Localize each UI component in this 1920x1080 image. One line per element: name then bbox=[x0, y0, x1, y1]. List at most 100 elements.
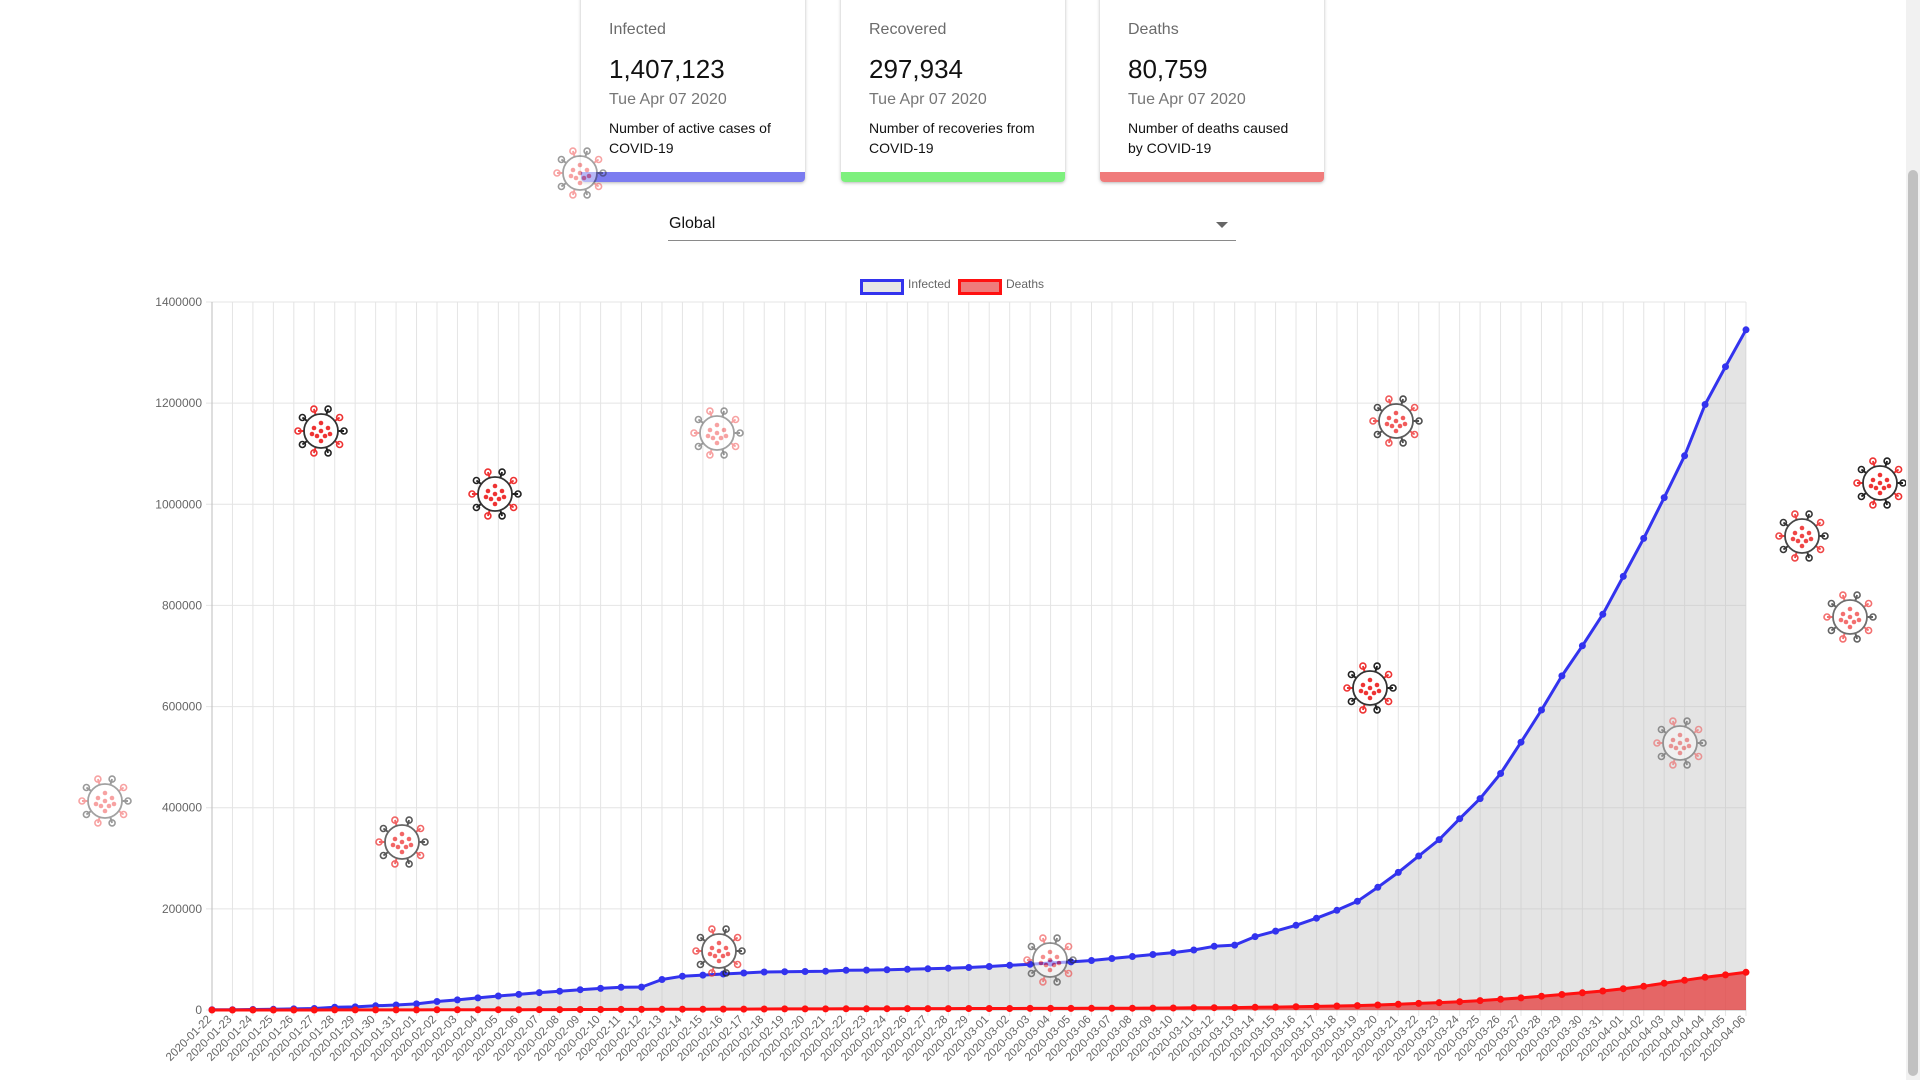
infected-data-point bbox=[842, 966, 850, 974]
deaths-data-point bbox=[310, 1006, 318, 1014]
virus-icon bbox=[552, 145, 608, 201]
y-tick-label: 400000 bbox=[162, 801, 202, 815]
card-title: Deaths bbox=[1128, 21, 1179, 38]
card-date: Tue Apr 07 2020 bbox=[869, 91, 987, 108]
infected-data-point bbox=[1374, 883, 1382, 891]
deaths-data-point bbox=[801, 1005, 809, 1013]
deaths-data-point bbox=[1415, 999, 1423, 1007]
deaths-card: Deaths 80,759 Tue Apr 07 2020 Number of … bbox=[1100, 0, 1324, 182]
virus-icon bbox=[1368, 393, 1424, 449]
virus-icon bbox=[374, 814, 430, 870]
infected-data-point bbox=[1435, 836, 1443, 844]
infected-data-point bbox=[1578, 642, 1586, 650]
deaths-data-point bbox=[1333, 1002, 1341, 1010]
legend-label: Infected bbox=[908, 277, 951, 291]
deaths-data-point bbox=[1517, 994, 1525, 1002]
deaths-data-point bbox=[903, 1005, 911, 1013]
deaths-data-point bbox=[392, 1006, 400, 1014]
card-date: Tue Apr 07 2020 bbox=[1128, 91, 1246, 108]
infected-data-point bbox=[1742, 326, 1750, 334]
infected-data-point bbox=[1108, 955, 1116, 962]
infected-data-point bbox=[1517, 738, 1525, 746]
infected-data-point bbox=[1128, 953, 1136, 960]
deaths-data-point bbox=[1190, 1004, 1198, 1012]
infected-data-point bbox=[985, 963, 993, 970]
deaths-data-point bbox=[1681, 976, 1689, 984]
deaths-data-point bbox=[1047, 1004, 1055, 1012]
deaths-data-point bbox=[1476, 997, 1484, 1005]
country-select[interactable]: Global bbox=[668, 210, 1236, 241]
deaths-data-point bbox=[1722, 971, 1729, 979]
infected-data-point bbox=[474, 994, 482, 1002]
deaths-data-point bbox=[1313, 1002, 1320, 1010]
deaths-data-point bbox=[1456, 998, 1464, 1006]
deaths-data-point bbox=[1374, 1001, 1382, 1009]
deaths-data-point bbox=[985, 1005, 993, 1012]
deaths-data-point bbox=[678, 1005, 686, 1013]
infected-data-point bbox=[1210, 942, 1218, 950]
infected-data-point bbox=[1190, 946, 1198, 954]
deaths-data-point bbox=[1742, 968, 1750, 976]
deaths-data-point bbox=[494, 1006, 502, 1014]
infected-data-point bbox=[1088, 957, 1095, 964]
deaths-data-point bbox=[1231, 1004, 1239, 1012]
deaths-data-point bbox=[883, 1005, 891, 1013]
deaths-data-point bbox=[1006, 1005, 1014, 1012]
infected-data-point bbox=[1149, 951, 1157, 958]
y-tick-label: 200000 bbox=[162, 902, 202, 916]
deaths-data-point bbox=[515, 1006, 523, 1014]
infected-data-point bbox=[965, 964, 973, 971]
scrollbar[interactable] bbox=[1906, 0, 1920, 1080]
deaths-data-point bbox=[1149, 1004, 1157, 1012]
infected-area bbox=[212, 329, 1746, 1010]
deaths-data-point bbox=[1128, 1004, 1136, 1012]
infected-data-point bbox=[781, 968, 789, 976]
deaths-data-point bbox=[719, 1005, 727, 1013]
deaths-data-point bbox=[617, 1005, 625, 1013]
deaths-data-point bbox=[781, 1005, 789, 1013]
scrollbar-thumb[interactable] bbox=[1908, 170, 1918, 1076]
deaths-data-point bbox=[1660, 979, 1668, 987]
infected-data-point bbox=[1272, 927, 1280, 935]
card-date: Tue Apr 07 2020 bbox=[609, 91, 727, 108]
deaths-data-point bbox=[740, 1005, 748, 1013]
infected-data-point bbox=[576, 986, 584, 994]
deaths-data-point bbox=[1538, 992, 1545, 1000]
infected-data-point bbox=[1456, 815, 1464, 823]
infected-data-point bbox=[1313, 914, 1320, 922]
infected-data-point bbox=[1333, 906, 1341, 914]
infected-data-point bbox=[1599, 610, 1607, 618]
infected-series-line bbox=[212, 329, 1748, 1012]
legend-swatch bbox=[860, 279, 904, 295]
deaths-data-point bbox=[822, 1005, 830, 1013]
deaths-data-point bbox=[474, 1006, 482, 1014]
infected-data-point bbox=[1640, 534, 1648, 542]
infected-data-point bbox=[515, 990, 523, 998]
card-description: Number of recoveries from COVID-19 bbox=[869, 120, 1035, 156]
y-tick-label: 1400000 bbox=[155, 295, 202, 309]
deaths-data-point bbox=[372, 1006, 380, 1014]
deaths-data-point bbox=[1353, 1002, 1361, 1010]
deaths-data-point bbox=[1088, 1004, 1095, 1012]
infected-data-point bbox=[658, 976, 666, 983]
deaths-data-point bbox=[1558, 991, 1566, 998]
chevron-down-icon[interactable] bbox=[1216, 222, 1228, 228]
infected-data-point bbox=[1415, 852, 1423, 860]
virus-icon bbox=[1342, 660, 1398, 716]
infected-data-point bbox=[1006, 961, 1014, 969]
deaths-data-point bbox=[1578, 989, 1586, 997]
deaths-data-point bbox=[1210, 1004, 1218, 1012]
infected-data-point bbox=[597, 984, 605, 992]
deaths-data-point bbox=[556, 1006, 564, 1014]
infected-data-point bbox=[1251, 933, 1259, 941]
deaths-data-point bbox=[1701, 973, 1709, 981]
virus-icon bbox=[1022, 932, 1078, 988]
deaths-data-point bbox=[924, 1005, 932, 1013]
y-tick-label: 1000000 bbox=[155, 497, 202, 511]
deaths-data-point bbox=[1619, 985, 1627, 993]
infected-data-point bbox=[1394, 868, 1402, 876]
infected-data-point bbox=[453, 996, 461, 1004]
deaths-data-point bbox=[597, 1006, 605, 1013]
infected-data-point bbox=[494, 992, 502, 1000]
